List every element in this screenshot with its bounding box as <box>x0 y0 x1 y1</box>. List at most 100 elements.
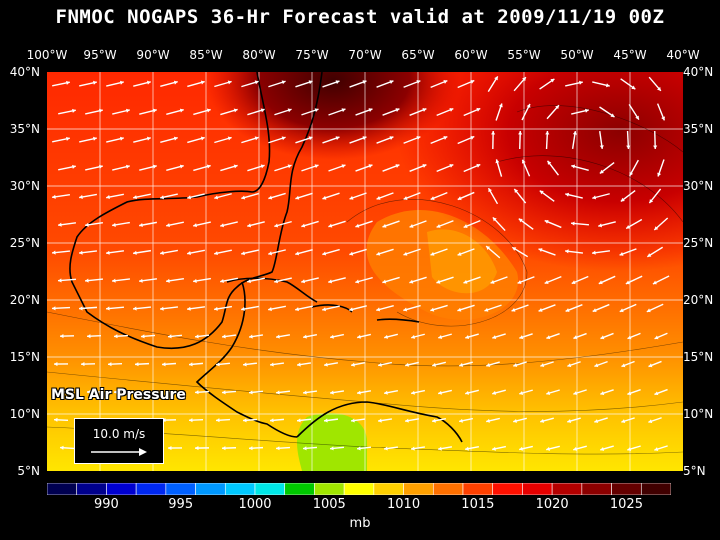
wind-arrowhead <box>72 164 76 169</box>
reference-vector-label: 10.0 m/s <box>92 427 146 441</box>
wind-arrowhead <box>112 278 116 283</box>
wind-arrowhead <box>619 252 624 256</box>
green-region <box>297 413 367 471</box>
colorbar-swatch <box>640 483 671 495</box>
wind-arrowhead <box>438 334 443 339</box>
wind-arrowhead <box>195 334 199 339</box>
wind-arrowhead <box>301 223 306 228</box>
wind-arrowhead <box>106 306 110 311</box>
colorbar-swatch <box>76 483 107 495</box>
wind-arrowhead <box>66 136 70 141</box>
wind-arrowhead <box>457 196 462 201</box>
wind-arrowhead <box>621 363 626 368</box>
lat-label: 35°N <box>9 122 40 136</box>
wind-arrowhead <box>295 251 300 256</box>
wind-arrowhead <box>649 199 654 204</box>
wind-arrowhead <box>81 362 85 367</box>
lat-label: 30°N <box>683 179 714 193</box>
wind-arrowhead <box>382 223 387 228</box>
wind-arrowhead <box>139 222 143 228</box>
wind-arrowhead <box>60 445 64 450</box>
wind-arrowhead <box>492 446 496 451</box>
wind-arrowhead <box>54 361 58 367</box>
wind-arrowhead <box>470 79 475 84</box>
reference-arrow-icon <box>91 448 147 456</box>
wind-arrowhead <box>168 390 172 395</box>
wind-arrowhead <box>571 164 576 169</box>
wind-arrowhead <box>430 251 435 256</box>
wind-arrowhead <box>341 108 346 113</box>
lat-label: 30°N <box>9 179 40 193</box>
wind-arrowhead <box>594 363 599 368</box>
coastlines <box>69 72 463 443</box>
wind-arrowhead <box>254 80 259 85</box>
colorbar-swatch <box>284 483 315 495</box>
wind-arrowhead <box>592 250 596 255</box>
wind-arrowhead <box>146 136 151 141</box>
wind-arrowhead <box>498 103 503 108</box>
wind-arrowhead <box>646 308 651 313</box>
wind-arrowhead <box>98 108 103 113</box>
colorbar-swatch <box>581 483 612 495</box>
wind-arrowhead <box>511 307 516 312</box>
wind-arrowhead <box>214 195 219 200</box>
wind-arrowhead <box>571 280 576 285</box>
colorbar-swatch <box>106 483 137 495</box>
wind-arrowhead <box>189 418 193 423</box>
wind-arrowhead <box>430 196 435 201</box>
wind-arrowhead <box>470 135 475 140</box>
wind-arrowhead <box>521 159 526 164</box>
wind-arrowhead <box>233 108 238 113</box>
wind-arrowhead <box>303 446 307 451</box>
wind-arrowhead <box>125 164 130 169</box>
page-title: FNMOC NOGAPS 36-Hr Forecast valid at 200… <box>55 6 665 28</box>
wind-arrowhead <box>654 391 659 396</box>
wind-arrowhead <box>411 390 415 395</box>
wind-arrowhead <box>79 194 83 199</box>
wind-arrowhead <box>384 446 388 451</box>
wind-arrowhead <box>308 80 313 85</box>
colorbar-tick-label: 1020 <box>535 497 569 512</box>
wind-arrowhead <box>627 447 632 451</box>
wind-arrowhead <box>409 223 414 228</box>
lon-label: 90°W <box>136 48 170 62</box>
wind-arrowhead <box>297 418 301 423</box>
wind-arrowhead <box>654 226 659 231</box>
wind-arrowhead <box>395 164 400 168</box>
wind-arrowhead <box>635 115 639 120</box>
lat-label: 10°N <box>9 407 40 421</box>
colorbar-swatch <box>165 483 196 495</box>
wind-arrowhead <box>465 335 470 339</box>
wind-arrowhead <box>592 308 597 313</box>
wind-arrowhead <box>647 253 652 257</box>
colorbar-swatch <box>195 483 226 495</box>
wind-arrowhead <box>430 307 435 312</box>
wind-arrowhead <box>58 222 62 227</box>
wind-arrowhead <box>463 224 468 229</box>
wind-arrowhead <box>626 145 631 149</box>
wind-arrowhead <box>395 108 400 112</box>
wind-arrowhead <box>249 446 253 451</box>
wind-arrowhead <box>389 136 394 140</box>
wind-arrowhead <box>547 160 552 165</box>
wind-arrowhead <box>546 446 551 451</box>
wind-arrowhead <box>87 389 91 395</box>
wind-arrowhead <box>125 108 130 113</box>
reference-vector-box: 10.0 m/s <box>74 418 164 464</box>
wind-arrowhead <box>491 131 496 135</box>
colorbar-swatch <box>611 483 642 495</box>
wind-arrowhead <box>330 334 334 339</box>
wind-arrowhead <box>341 164 346 169</box>
wind-arrowhead <box>60 389 64 395</box>
wind-arrowhead <box>625 280 630 285</box>
wind-arrowhead <box>328 279 333 284</box>
wind-arrowhead <box>54 417 58 422</box>
wind-arrowhead <box>160 250 164 255</box>
colorbar-swatch <box>462 483 494 495</box>
lon-label: 40°W <box>666 48 700 62</box>
wind-arrowhead <box>465 390 470 395</box>
lon-label: 55°W <box>507 48 541 62</box>
wind-arrowhead <box>355 279 360 284</box>
wind-arrowhead <box>405 362 409 367</box>
wind-arrowhead <box>357 390 361 395</box>
